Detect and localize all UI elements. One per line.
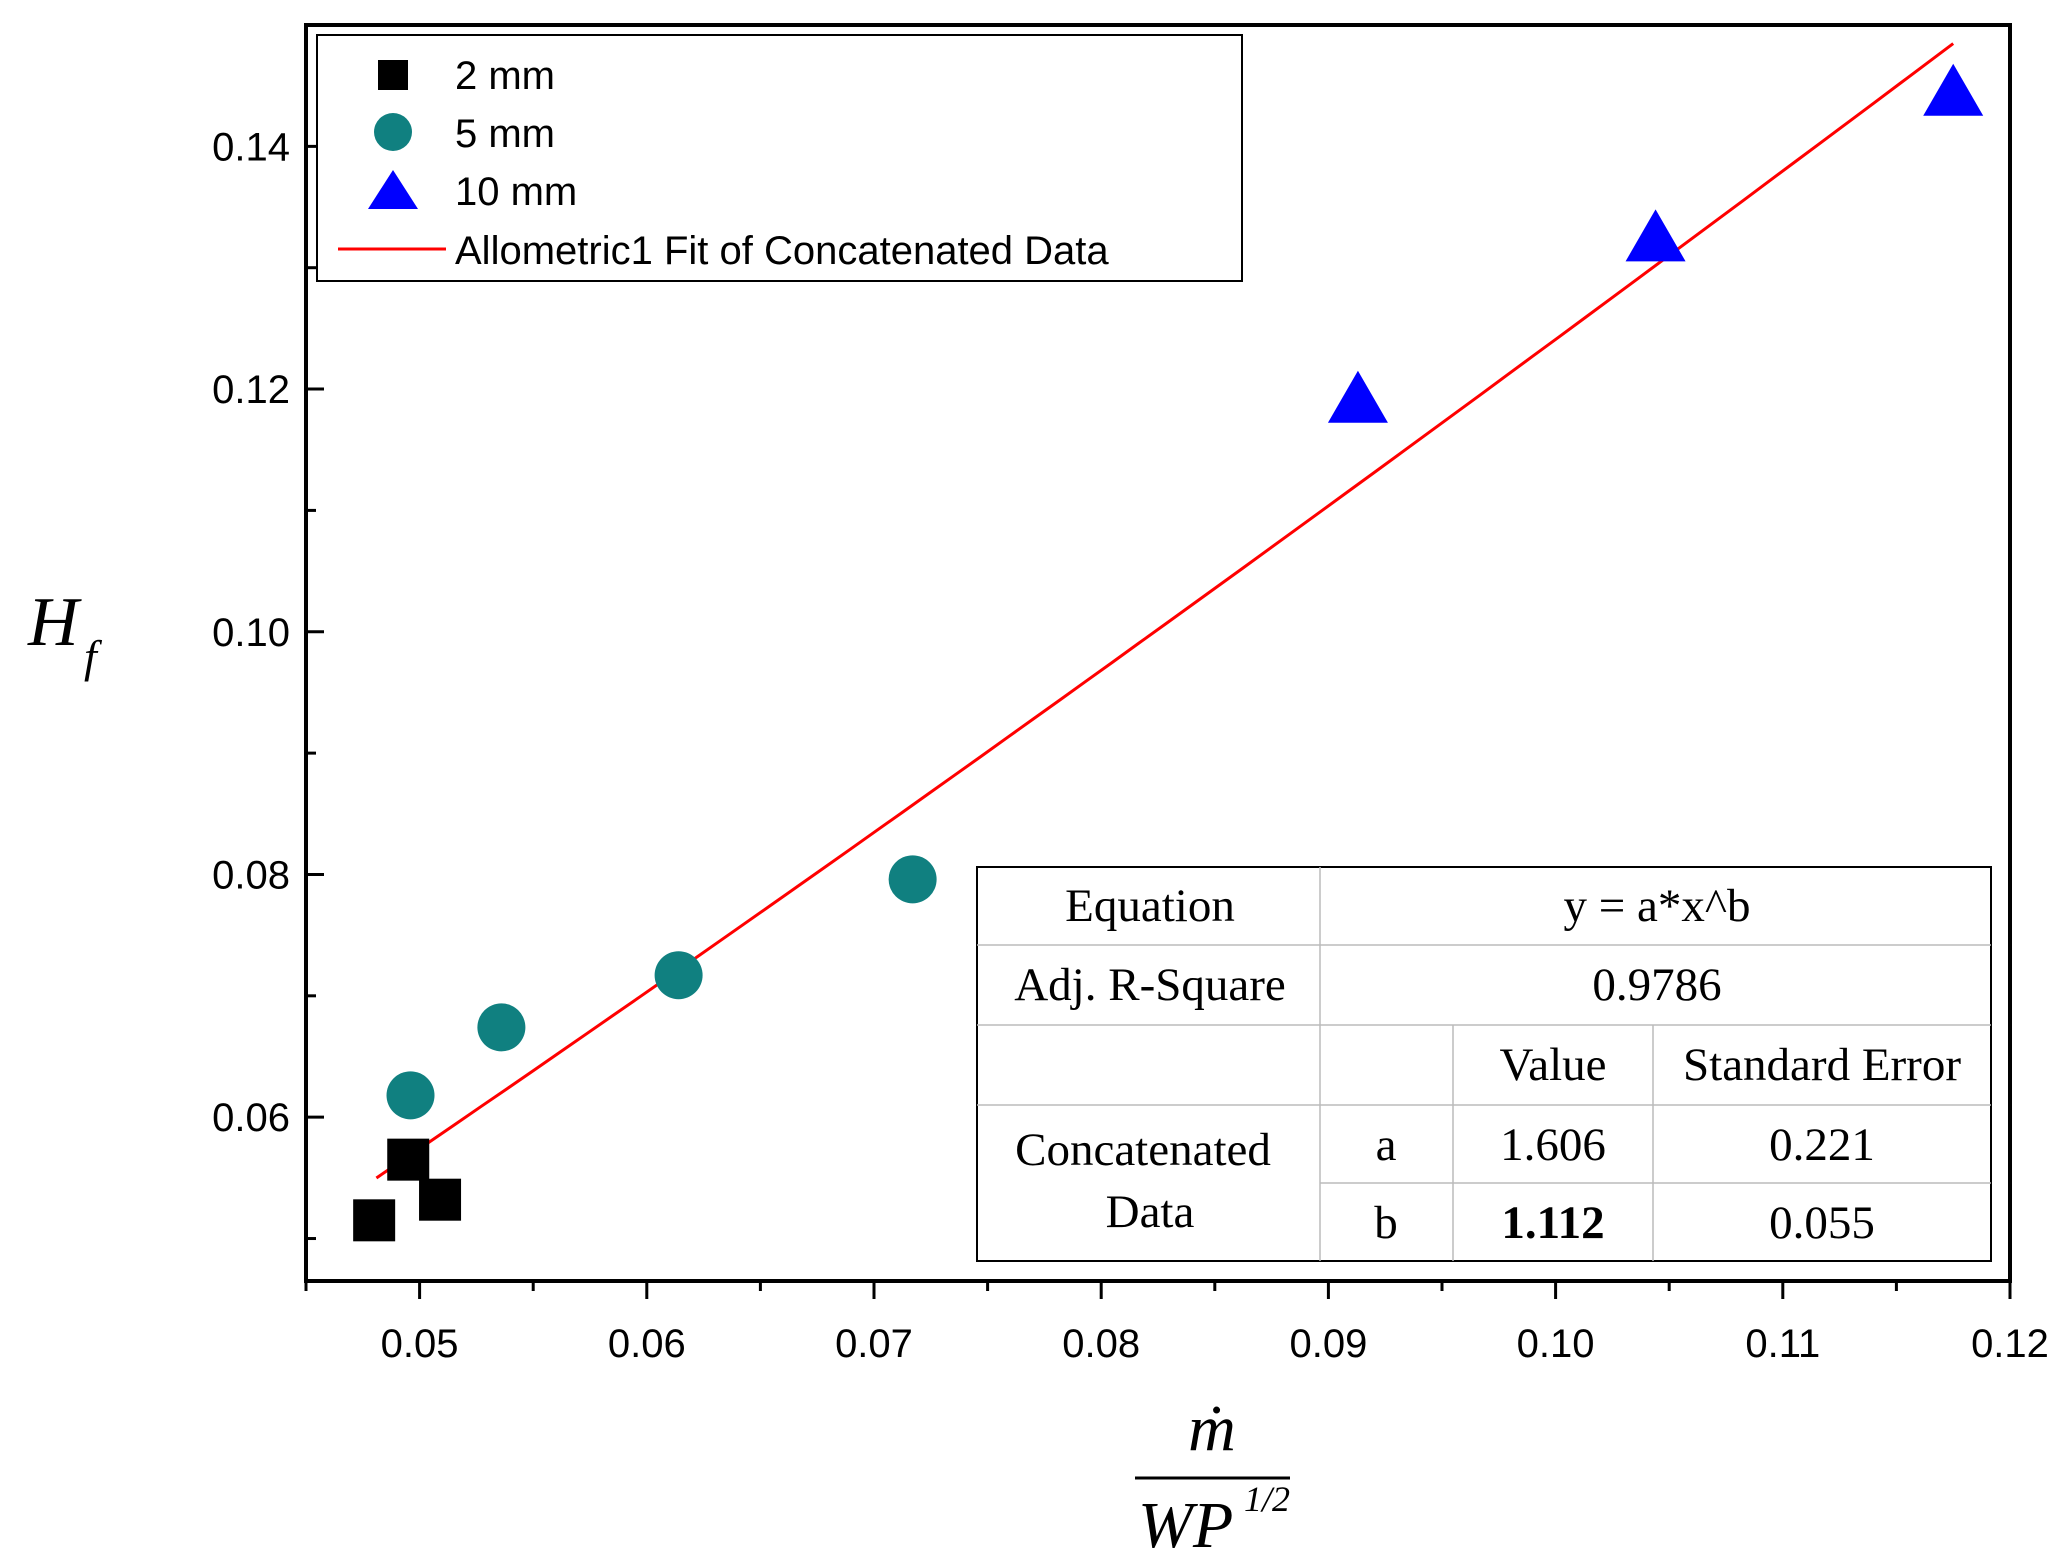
y-axis-label-subscript: f xyxy=(84,631,103,682)
data-point-10mm xyxy=(1327,370,1388,423)
fit-table-dataset-line1: Concatenated xyxy=(1015,1124,1271,1176)
y-tick-label: 0.14 xyxy=(212,125,290,169)
legend-label-2mm: 2 mm xyxy=(455,54,555,98)
fit-table: Equation y = a*x^b Adj. R-Square 0.9786 … xyxy=(976,866,1992,1262)
x-axis-label-numerator: ṁ xyxy=(1188,1392,1236,1465)
x-axis: 0.05 0.06 0.07 0.08 0.09 0.10 0.11 0.12 xyxy=(304,1281,2049,1366)
x-tick-label: 0.05 xyxy=(381,1322,459,1366)
data-point-2mm xyxy=(387,1138,430,1181)
fit-table-value-header: Value xyxy=(1499,1039,1606,1091)
data-point-5mm xyxy=(888,855,937,904)
legend: 2 mm 5 mm 10 mm Allometric1 Fit of Conca… xyxy=(316,34,1243,282)
y-tick-label: 0.08 xyxy=(212,853,290,897)
fit-table-r2-label: Adj. R-Square xyxy=(1014,959,1286,1011)
y-tick-label: 0.12 xyxy=(212,368,290,412)
y-tick-label: 0.10 xyxy=(212,611,290,655)
data-point-2mm xyxy=(353,1199,396,1242)
x-tick-label: 0.07 xyxy=(835,1322,913,1366)
data-point-5mm xyxy=(386,1071,435,1120)
data-point-2mm xyxy=(419,1178,462,1221)
legend-marker-2mm xyxy=(378,60,408,90)
fit-param-a-error: 0.221 xyxy=(1769,1119,1875,1171)
legend-box xyxy=(316,34,1243,282)
data-points xyxy=(353,63,1984,1242)
x-axis-label-denominator: WP xyxy=(1138,1489,1233,1561)
y-axis-label-base: H xyxy=(27,584,82,661)
legend-label-10mm: 10 mm xyxy=(455,170,577,214)
x-tick-label: 0.08 xyxy=(1062,1322,1140,1366)
plot-area xyxy=(304,23,2012,1283)
fit-param-a-name: a xyxy=(1376,1119,1397,1171)
fit-param-a-value: 1.606 xyxy=(1500,1119,1606,1171)
fit-table-equation: y = a*x^b xyxy=(1564,880,1751,932)
fit-param-b-error: 0.055 xyxy=(1769,1197,1875,1249)
data-point-10mm xyxy=(1923,63,1984,116)
y-tick-label: 0.06 xyxy=(212,1096,290,1140)
fit-table-equation-label: Equation xyxy=(1065,880,1235,932)
x-axis-label-exponent: 1/2 xyxy=(1244,1479,1290,1519)
legend-marker-10mm xyxy=(368,170,418,209)
fit-line xyxy=(375,42,1955,1180)
x-tick-label: 0.11 xyxy=(1745,1322,1820,1366)
fit-table-box xyxy=(976,866,1992,1262)
fit-param-b-value: 1.112 xyxy=(1501,1197,1604,1249)
fit-table-error-header: Standard Error xyxy=(1683,1039,1961,1091)
x-tick-label: 0.06 xyxy=(608,1322,686,1366)
data-point-5mm xyxy=(654,951,703,1000)
y-axis-label: H f xyxy=(27,584,103,682)
x-tick-label: 0.10 xyxy=(1517,1322,1595,1366)
fit-table-r2-value: 0.9786 xyxy=(1592,959,1721,1011)
x-tick-label: 0.12 xyxy=(1971,1322,2049,1366)
fit-table-dataset-line2: Data xyxy=(1106,1186,1195,1238)
legend-label-5mm: 5 mm xyxy=(455,112,555,156)
y-axis: 0.06 0.08 0.10 0.12 0.14 xyxy=(212,125,324,1241)
x-tick-label: 0.09 xyxy=(1289,1322,1367,1366)
legend-label-fit: Allometric1 Fit of Concatenated Data xyxy=(455,229,1109,273)
data-point-5mm xyxy=(477,1003,526,1052)
legend-marker-5mm xyxy=(374,113,412,151)
fit-param-b-name: b xyxy=(1374,1197,1398,1249)
x-axis-label: ṁ WP 1/2 xyxy=(1135,1392,1290,1561)
data-point-10mm xyxy=(1625,209,1686,262)
